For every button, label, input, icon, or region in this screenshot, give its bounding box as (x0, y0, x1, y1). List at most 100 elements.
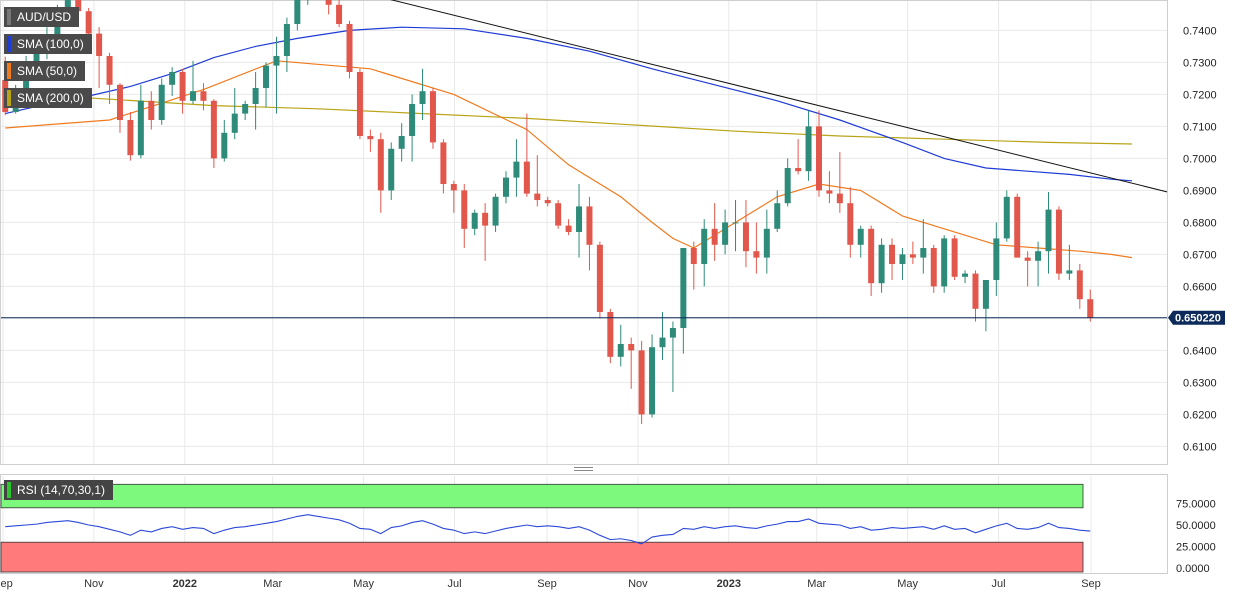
legend-rsi[interactable]: RSI (14,70,30,1) (4, 480, 114, 500)
candle (1087, 289, 1094, 322)
candle-body (75, 0, 82, 12)
candle (294, 0, 301, 31)
candle-body (283, 24, 290, 56)
price-tick-label: 0.6700 (1183, 249, 1217, 261)
candle (179, 68, 186, 114)
legend-sma-200[interactable]: SMA (200,0) (4, 88, 92, 108)
candle-body (878, 244, 885, 284)
candle (137, 84, 144, 159)
candle (356, 68, 363, 140)
candle-body (899, 254, 906, 264)
candle-body (701, 228, 708, 264)
candle-body (586, 206, 593, 245)
candle-body (1024, 257, 1031, 261)
candle (1045, 192, 1052, 274)
candle (398, 123, 405, 162)
current-price-value: 0.650220 (1175, 313, 1221, 325)
pane-splitter-handle[interactable] (574, 467, 593, 471)
candle-body (148, 100, 155, 120)
time-tick-label: Jul (992, 578, 1006, 590)
candle-body (690, 248, 697, 264)
candle-body (273, 56, 280, 66)
price-tick-label: 0.6600 (1183, 281, 1217, 293)
candle-body (909, 254, 916, 258)
time-tick-label: Jul (448, 578, 462, 590)
time-axis: Sep Nov 2022 Mar May Jul Sep Nov 2023 Mar May Jul Se… (0, 578, 1101, 590)
candle-body (920, 248, 927, 258)
candle (544, 196, 551, 207)
candle-body (1045, 209, 1052, 252)
candle (951, 235, 958, 280)
candles (2, 0, 1094, 424)
candle-body (169, 72, 176, 85)
candle-body (930, 248, 937, 287)
chart-overlays (1, 0, 1168, 319)
candle (325, 0, 332, 15)
candle (972, 270, 979, 322)
candle (1035, 241, 1042, 287)
candle (242, 100, 249, 120)
candle-body (252, 88, 259, 104)
candle (388, 142, 395, 200)
time-tick-label: Sep (1081, 578, 1101, 590)
candle (1014, 193, 1021, 258)
candle-body (763, 228, 770, 258)
candle (419, 68, 426, 120)
candle (252, 72, 259, 130)
sma-100-line (5, 26, 1133, 182)
candle-body (722, 222, 729, 245)
rsi-tick-label: 75.0000 (1176, 499, 1216, 511)
price-pane[interactable] (0, 0, 1168, 465)
rsi-tick-label: 0.0000 (1176, 563, 1210, 575)
candle-body (1076, 270, 1083, 300)
rsi-tick-label: 50.0000 (1176, 520, 1216, 532)
price-tick-label: 0.6300 (1183, 377, 1217, 389)
candle-body (116, 84, 123, 120)
candle (868, 225, 875, 296)
candle-body (461, 190, 468, 229)
candle (158, 78, 165, 125)
legend-sma-100[interactable]: SMA (100,0) (4, 34, 92, 54)
candle-body (200, 91, 207, 101)
candle-body (1055, 209, 1062, 274)
legend-sma-50[interactable]: SMA (50,0) (4, 61, 86, 81)
candle (899, 248, 906, 280)
candle-body (982, 280, 989, 309)
candle (450, 180, 457, 213)
candle-body (367, 136, 374, 140)
rsi-axis: 75.0000 50.0000 25.0000 0.0000 (1176, 499, 1216, 576)
candle-body (33, 48, 40, 66)
candle (753, 222, 760, 274)
candle-body (523, 161, 530, 194)
time-tick-label: Mar (263, 578, 282, 590)
candle (492, 193, 499, 232)
candle-body (336, 4, 343, 25)
grid-lines (1, 1, 1167, 573)
candle-body (847, 203, 854, 245)
candle-body (534, 193, 541, 200)
candle (283, 17, 290, 72)
candle-body (795, 168, 802, 172)
candle-body (784, 168, 791, 204)
candle-body (617, 344, 624, 357)
candle-body (346, 24, 353, 72)
trendline (390, 0, 1168, 193)
candle-body (1035, 251, 1042, 261)
sma-50-swatch (7, 63, 11, 79)
price-tick-label: 0.7300 (1183, 57, 1217, 69)
time-tick-label: Mar (807, 578, 826, 590)
candle (795, 139, 802, 175)
candle (857, 225, 864, 258)
symbol-label[interactable]: AUD/USD (4, 7, 80, 27)
candle (1055, 206, 1062, 280)
candle-body (429, 91, 436, 143)
legend-sma-100-text: SMA (100,0) (17, 37, 84, 51)
candle (889, 238, 896, 280)
candle-body (388, 148, 395, 191)
time-tick-label: 2023 (717, 578, 741, 590)
candle-body (815, 126, 822, 191)
current-price-tag[interactable]: 0.650220 (1168, 310, 1225, 325)
candle (429, 88, 436, 149)
candle (482, 203, 489, 261)
